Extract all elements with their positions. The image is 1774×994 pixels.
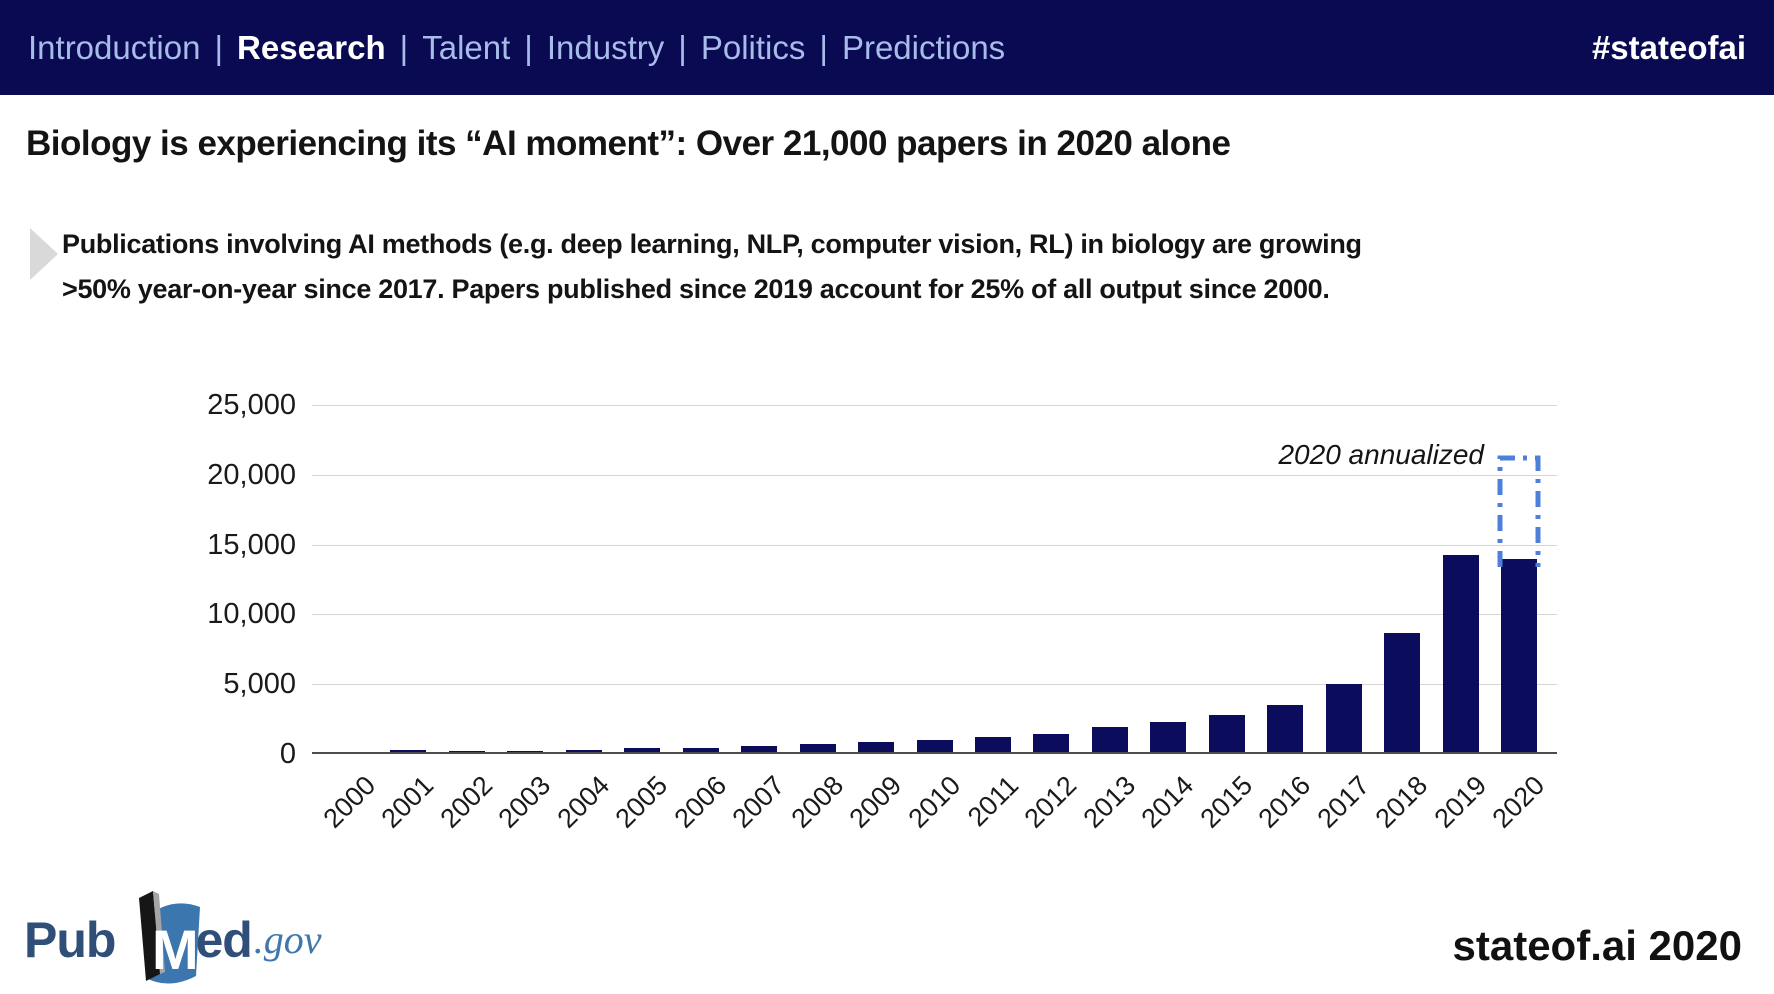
- gridline-10000: [312, 614, 1557, 615]
- bar-2007: [741, 746, 777, 754]
- x-tick-2006: 2006: [668, 770, 733, 834]
- pubmed-logo: Pub M ed .gov: [24, 891, 322, 987]
- nav-sections: Introduction | Research | Talent | Indus…: [28, 29, 1005, 67]
- y-tick-20000: 20,000: [207, 458, 296, 491]
- nav-separator: |: [214, 28, 224, 66]
- chart-plot: [312, 405, 1557, 754]
- bar-2002: [449, 751, 485, 754]
- bar-2014: [1150, 722, 1186, 754]
- x-tick-2005: 2005: [609, 770, 674, 834]
- nav-separator: |: [399, 28, 409, 66]
- x-tick-2014: 2014: [1135, 770, 1200, 834]
- bar-2013: [1092, 727, 1128, 754]
- x-tick-2018: 2018: [1369, 770, 1434, 834]
- bar-2003: [507, 751, 543, 754]
- gridline-5000: [312, 684, 1557, 685]
- stateofai-hashtag: #stateofai: [1591, 28, 1746, 66]
- bar-2017: [1326, 684, 1362, 754]
- gridline-15000: [312, 545, 1557, 546]
- x-tick-2015: 2015: [1194, 770, 1259, 834]
- page-title: Biology is experiencing its “AI moment”:…: [26, 124, 1231, 163]
- x-tick-2000: 2000: [317, 770, 382, 834]
- nav-item-politics[interactable]: Politics: [700, 28, 806, 66]
- x-tick-2016: 2016: [1252, 770, 1317, 834]
- bar-2001: [390, 750, 426, 754]
- bar-2006: [683, 748, 719, 754]
- x-tick-2003: 2003: [492, 770, 557, 834]
- y-tick-15000: 15,000: [207, 528, 296, 561]
- bar-2000: [332, 752, 368, 754]
- annualized-annotation-label: 2020 annualized: [1278, 439, 1484, 470]
- y-tick-0: 0: [279, 738, 296, 770]
- bar-2005: [624, 748, 660, 754]
- x-tick-2017: 2017: [1311, 770, 1376, 834]
- y-tick-5000: 5,000: [223, 668, 296, 701]
- x-tick-2010: 2010: [902, 770, 967, 834]
- gridline-0: [312, 752, 1557, 754]
- nav-separator: |: [524, 28, 533, 66]
- bar-2015: [1209, 715, 1245, 754]
- x-tick-2001: 2001: [375, 770, 440, 834]
- pubmed-logo-ed-text: ed: [195, 911, 252, 968]
- x-tick-2009: 2009: [843, 770, 908, 834]
- x-tick-2011: 2011: [961, 770, 1025, 833]
- bullet-line-1: Publications involving AI methods (e.g. …: [62, 229, 1362, 259]
- svg-text:M: M: [152, 918, 199, 981]
- y-tick-10000: 10,000: [207, 598, 296, 631]
- x-tick-2007: 2007: [726, 770, 791, 834]
- nav-item-industry[interactable]: Industry: [546, 28, 665, 66]
- bar-2008: [800, 744, 836, 754]
- x-tick-2019: 2019: [1428, 770, 1493, 834]
- bar-2018: [1384, 633, 1420, 754]
- x-tick-2008: 2008: [785, 770, 850, 834]
- y-tick-25000: 25,000: [207, 389, 296, 421]
- x-tick-2013: 2013: [1077, 770, 1142, 834]
- bar-2012: [1033, 734, 1069, 754]
- pubmed-logo-pub-text: Pub: [24, 911, 116, 968]
- top-nav-bar: Introduction | Research | Talent | Indus…: [0, 0, 1774, 95]
- nav-item-introduction[interactable]: Introduction: [28, 28, 201, 66]
- bar-2020: [1501, 559, 1537, 754]
- nav-separator: |: [819, 28, 828, 66]
- gridline-20000: [312, 475, 1557, 476]
- nav-item-predictions[interactable]: Predictions: [841, 28, 1006, 66]
- nav-separator: |: [678, 28, 687, 66]
- pubmed-logo-gov-text: .gov: [253, 917, 322, 962]
- bullet-line-2: >50% year-on-year since 2017. Papers pub…: [62, 274, 1330, 304]
- stateofai-brand: stateof.ai 2020: [1452, 922, 1743, 969]
- bar-2004: [566, 750, 602, 754]
- x-tick-2012: 2012: [1018, 770, 1083, 834]
- bullet-triangle-icon: [30, 228, 58, 280]
- bar-2011: [975, 737, 1011, 754]
- nav-item-talent[interactable]: Talent: [422, 28, 511, 66]
- nav-item-research[interactable]: Research: [237, 28, 386, 66]
- bar-2010: [917, 740, 953, 754]
- x-tick-2004: 2004: [551, 770, 616, 834]
- x-tick-2002: 2002: [434, 770, 499, 834]
- bar-2019: [1443, 555, 1479, 754]
- gridline-25000: [312, 405, 1557, 406]
- bar-2016: [1267, 705, 1303, 754]
- annualized-dashed-box: [1497, 455, 1541, 567]
- x-tick-2020: 2020: [1486, 770, 1551, 834]
- bar-2009: [858, 742, 894, 754]
- pubmed-book-icon: M: [111, 886, 203, 989]
- bullet-text: Publications involving AI methods (e.g. …: [62, 222, 1362, 312]
